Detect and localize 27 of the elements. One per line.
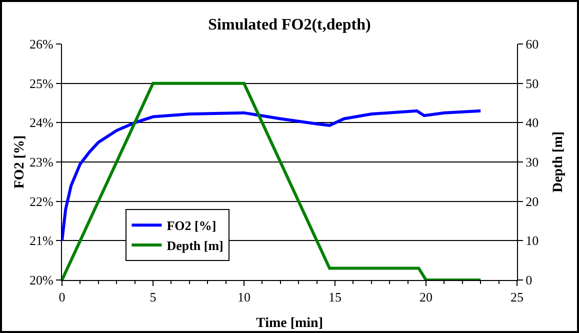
x-tick-label: 0 bbox=[58, 290, 66, 305]
x-tick-label: 15 bbox=[328, 290, 342, 305]
legend-label: Depth [m] bbox=[166, 238, 224, 254]
x-tick-label: 20 bbox=[420, 290, 432, 305]
y-tick-label: 24% bbox=[30, 115, 54, 130]
y2-tick-label: 60 bbox=[526, 36, 539, 52]
y-axis-title: FO2 [%] bbox=[12, 135, 28, 189]
y-tick-label: 22% bbox=[30, 194, 54, 209]
y2-tick-label: 30 bbox=[526, 154, 539, 170]
y2-tick-label: 50 bbox=[526, 76, 539, 91]
y-tick-label: 20% bbox=[30, 272, 54, 288]
y-tick-label: 21% bbox=[30, 233, 54, 248]
legend-label: FO2 [%] bbox=[166, 218, 216, 234]
y2-axis-title: Depth [m] bbox=[551, 131, 566, 193]
x-axis-title: Time [min] bbox=[256, 316, 324, 331]
chart-title: Simulated FO2(t,depth) bbox=[208, 16, 371, 34]
x-tick-label: 10 bbox=[238, 290, 250, 305]
x-tick-label: 5 bbox=[150, 290, 156, 305]
y2-tick-label: 10 bbox=[526, 233, 539, 248]
y2-tick-label: 0 bbox=[526, 272, 532, 288]
y2-tick-label: 20 bbox=[526, 194, 539, 209]
y-tick-label: 26% bbox=[30, 36, 54, 52]
y2-tick-label: 40 bbox=[526, 115, 539, 130]
y-tick-label: 23% bbox=[30, 154, 54, 170]
line-series bbox=[62, 109, 482, 242]
x-tick-label: 25 bbox=[510, 290, 524, 305]
y-tick-label: 25% bbox=[30, 76, 54, 91]
